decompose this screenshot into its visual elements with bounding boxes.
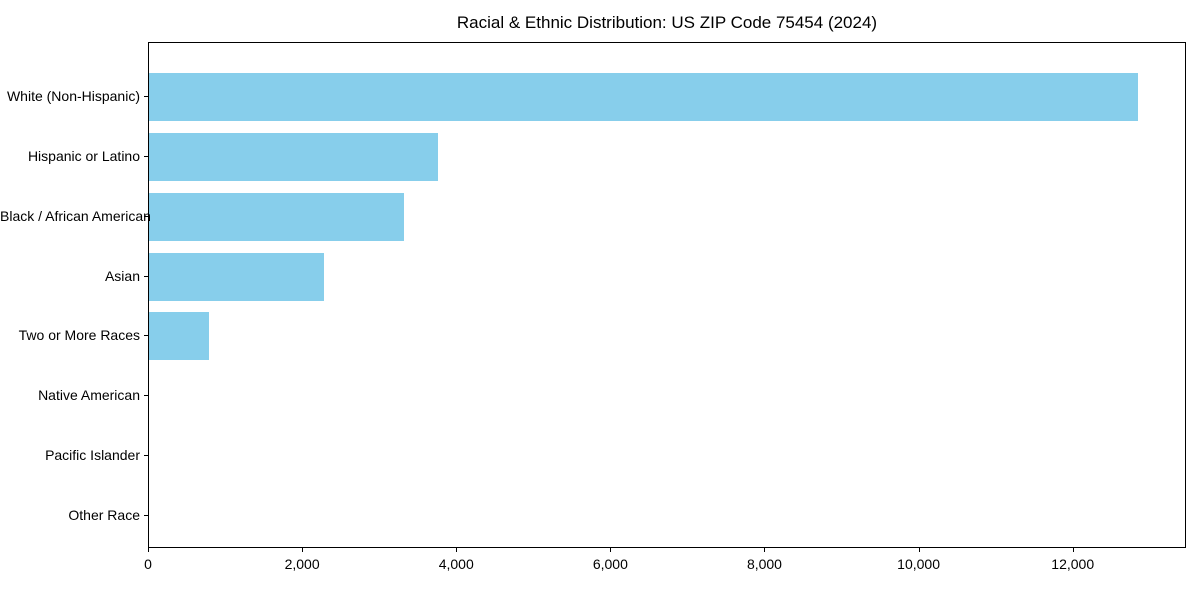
x-tick-mark — [302, 548, 304, 552]
y-tick-label-hispanic-or-latino: Hispanic or Latino — [27, 147, 140, 164]
y-tick-mark — [144, 515, 148, 517]
bar-white-non-hispanic — [149, 73, 1138, 121]
x-tick-mark — [1072, 548, 1074, 552]
x-tick-label-6000: 6,000 — [592, 556, 628, 572]
bar-two-or-more-races — [149, 312, 210, 361]
x-tick-label-2000: 2,000 — [284, 556, 320, 572]
y-tick-mark — [144, 215, 148, 217]
x-tick-label-8000: 8,000 — [746, 556, 782, 572]
y-tick-label-white-non-hispanic: White (Non-Hispanic) — [6, 88, 140, 104]
y-tick-label-two-or-more-races: Two or More Races — [18, 327, 140, 344]
chart-title: Racial & Ethnic Distribution: US ZIP Cod… — [456, 13, 878, 32]
x-tick-label-12000: 12,000 — [1051, 556, 1095, 572]
y-tick-mark — [144, 455, 148, 457]
x-tick-label-4000: 4,000 — [438, 556, 474, 572]
y-tick-mark — [144, 155, 148, 157]
x-tick-mark — [148, 548, 149, 552]
bar-black-african-american — [149, 192, 405, 241]
plot-area — [148, 42, 1186, 548]
y-tick-label-pacific-islander: Pacific Islander — [45, 447, 140, 464]
y-tick-label-native-american: Native American — [38, 387, 140, 404]
x-tick-label-10000: 10,000 — [897, 556, 940, 572]
bar-hispanic-or-latino — [149, 132, 439, 181]
y-tick-label-asian: Asian — [104, 267, 140, 284]
x-tick-mark — [764, 548, 766, 552]
x-tick-mark — [456, 548, 458, 552]
y-tick-mark — [144, 395, 148, 397]
y-tick-label-other-race: Other Race — [68, 507, 140, 524]
x-tick-label-0: 0 — [144, 556, 152, 572]
y-tick-label-black-african-american: Black / African American — [0, 207, 151, 224]
bar-asian — [149, 252, 324, 301]
x-tick-mark — [610, 548, 612, 552]
x-tick-mark — [918, 548, 920, 552]
y-tick-mark — [144, 275, 148, 277]
y-tick-mark — [144, 335, 148, 337]
y-tick-mark — [144, 96, 148, 97]
